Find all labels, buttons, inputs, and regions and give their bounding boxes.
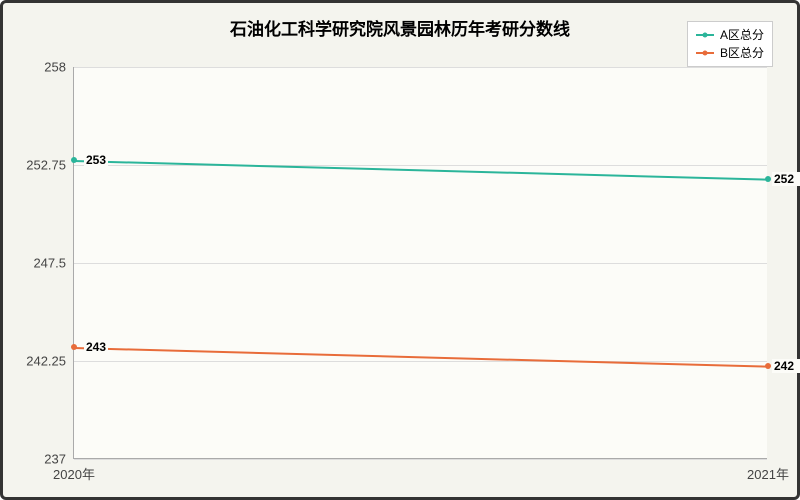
plot-area: 237242.25247.5252.752582020年2021年2532522… [73, 67, 767, 459]
data-marker [765, 176, 771, 182]
series-line [74, 160, 768, 181]
x-tick-label: 2021年 [747, 458, 789, 483]
x-tick-label: 2020年 [53, 458, 95, 483]
data-marker [71, 344, 77, 350]
value-label: 243 [84, 340, 108, 354]
legend-swatch-a [696, 34, 714, 36]
series-line [74, 347, 768, 368]
gridline [74, 263, 767, 264]
legend-label-b: B区总分 [720, 44, 764, 62]
data-marker [71, 157, 77, 163]
value-label: 253 [84, 153, 108, 167]
legend-label-a: A区总分 [720, 26, 764, 44]
gridline [74, 67, 767, 68]
gridline [74, 165, 767, 166]
y-tick-label: 247.5 [33, 256, 74, 271]
value-label: 242 [772, 359, 800, 373]
y-tick-label: 258 [44, 60, 74, 75]
legend-item-a: A区总分 [696, 26, 764, 44]
chart-container: 石油化工科学研究院风景园林历年考研分数线 A区总分 B区总分 237242.25… [0, 0, 800, 500]
chart-title: 石油化工科学研究院风景园林历年考研分数线 [230, 15, 570, 40]
y-tick-label: 242.25 [26, 354, 74, 369]
legend-swatch-b [696, 52, 714, 54]
legend-item-b: B区总分 [696, 44, 764, 62]
data-marker [765, 363, 771, 369]
gridline [74, 459, 767, 460]
value-label: 252 [772, 172, 800, 186]
y-tick-label: 252.75 [26, 158, 74, 173]
legend: A区总分 B区总分 [687, 21, 773, 67]
